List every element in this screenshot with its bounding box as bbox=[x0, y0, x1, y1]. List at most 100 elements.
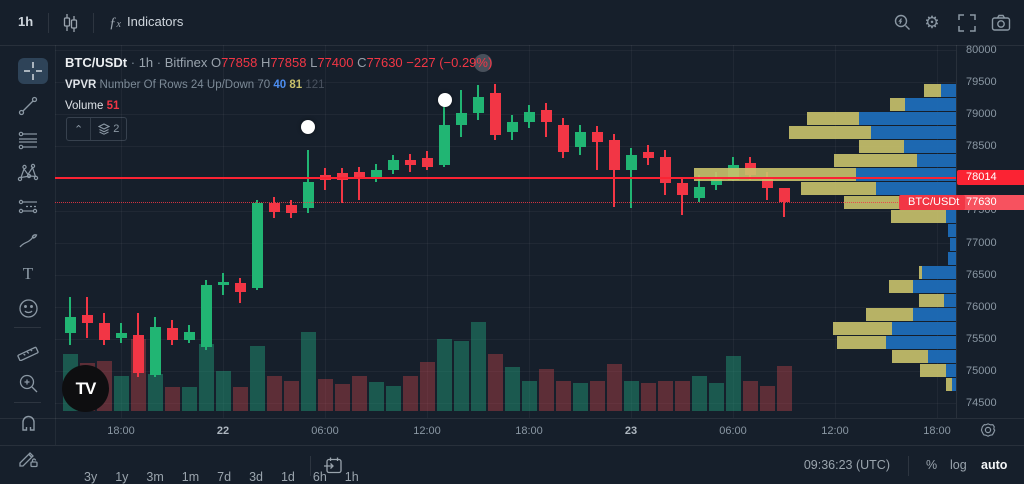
volume-bar bbox=[725, 356, 741, 411]
lock-drawings-icon[interactable] bbox=[13, 443, 43, 473]
pointer-ghost bbox=[474, 54, 492, 72]
candle-wick bbox=[613, 134, 615, 208]
volume-bar bbox=[521, 381, 537, 411]
percent-scale-button[interactable]: % bbox=[926, 458, 938, 472]
volume-bar bbox=[283, 381, 299, 411]
vpvr-down-bar bbox=[694, 168, 856, 181]
range-button-3d[interactable]: 3d bbox=[249, 470, 263, 484]
emoji-tool-icon[interactable] bbox=[13, 293, 43, 323]
volume-bar bbox=[334, 384, 350, 411]
v-gridline bbox=[631, 45, 632, 418]
vpvr-value-total: 121 bbox=[305, 79, 325, 91]
trend-line-tool-icon[interactable] bbox=[13, 91, 43, 121]
vpvr-down-bar bbox=[892, 350, 928, 363]
clock-utc[interactable]: 09:36:23 (UTC) bbox=[803, 458, 890, 472]
candle-body bbox=[455, 112, 467, 126]
candle-body bbox=[591, 132, 603, 142]
time-tick-label: 23 bbox=[624, 425, 638, 437]
volume-bar bbox=[232, 387, 248, 411]
last-price-tag[interactable]: 77630 bbox=[957, 194, 1024, 210]
range-button-6h[interactable]: 6h bbox=[312, 470, 327, 484]
vpvr-up-bar bbox=[944, 294, 956, 307]
legend-interval: 1h bbox=[138, 55, 154, 70]
symbol-legend[interactable]: BTC/USDt · 1h · Bitfinex O77858 H77858 L… bbox=[65, 55, 492, 70]
candle-body bbox=[200, 284, 212, 348]
vpvr-name: VPVR bbox=[65, 79, 97, 91]
v-gridline bbox=[427, 45, 428, 418]
crosshair-tool-button[interactable] bbox=[18, 58, 48, 84]
volume-bar bbox=[623, 381, 639, 411]
vpvr-down-bar bbox=[924, 84, 941, 97]
h-gridline bbox=[55, 82, 956, 84]
log-scale-button[interactable]: log bbox=[950, 458, 967, 472]
vpvr-legend-row[interactable]: VPVR Number Of Rows 24 Up/Down 70 40 81 … bbox=[65, 79, 325, 91]
range-button-1d[interactable]: 1d bbox=[280, 470, 295, 484]
settings-gear-icon[interactable]: ⚙ bbox=[924, 13, 940, 33]
fib-retracement-tool-icon[interactable] bbox=[13, 125, 43, 155]
time-tick-label: 18:00 bbox=[515, 425, 543, 437]
vpvr-down-bar bbox=[919, 266, 922, 279]
go-to-date-icon[interactable] bbox=[323, 456, 343, 476]
magnet-tool-icon[interactable] bbox=[13, 410, 43, 440]
volume-bar bbox=[657, 381, 673, 411]
h-gridline bbox=[55, 274, 956, 276]
volume-bar bbox=[487, 354, 503, 411]
interval-button[interactable]: 1h bbox=[18, 14, 34, 29]
time-tick-label: 22 bbox=[216, 425, 230, 437]
range-button-3y[interactable]: 3y bbox=[84, 470, 98, 484]
vpvr-up-bar bbox=[904, 140, 956, 153]
measure-ruler-icon[interactable] bbox=[13, 335, 43, 365]
time-axis[interactable]: 18:00 22 06:00 12:00 18:00 23 06:00 12:00 18:00 bbox=[0, 418, 1024, 446]
volume-bar bbox=[198, 344, 214, 411]
candle-body bbox=[183, 331, 195, 341]
candle-body bbox=[64, 317, 76, 333]
indicators-button[interactable]: Indicators bbox=[127, 14, 184, 29]
fx-icon: ƒx bbox=[109, 14, 121, 31]
range-button-1y[interactable]: 1y bbox=[115, 470, 129, 484]
symbol-price-tag[interactable]: BTC/USDt bbox=[899, 194, 965, 210]
price-alert-line[interactable] bbox=[55, 176, 956, 179]
range-button-1h[interactable]: 1h bbox=[344, 470, 359, 484]
candle-wick bbox=[341, 168, 343, 203]
volume-bar bbox=[385, 386, 401, 411]
price-tick-label: 79000 bbox=[966, 108, 997, 121]
xabcd-pattern-tool-icon[interactable] bbox=[13, 158, 43, 188]
range-button-1m[interactable]: 1m bbox=[181, 470, 200, 484]
vpvr-up-bar bbox=[946, 210, 956, 223]
object-tree-button[interactable]: 2 bbox=[90, 118, 126, 140]
candle-body bbox=[149, 327, 161, 375]
fullscreen-icon[interactable] bbox=[952, 8, 982, 38]
candle-body bbox=[234, 283, 246, 292]
candle-body bbox=[642, 152, 654, 158]
volume-bar bbox=[555, 381, 571, 411]
vpvr-up-bar bbox=[952, 378, 956, 391]
auto-scale-button[interactable]: auto bbox=[981, 458, 1008, 472]
projection-tool-icon[interactable] bbox=[13, 192, 43, 222]
h-gridline bbox=[55, 370, 956, 372]
vpvr-up-bar bbox=[859, 112, 956, 125]
cursor-dot bbox=[301, 120, 315, 134]
price-tick-label: 74500 bbox=[966, 397, 997, 409]
text-tool-icon[interactable]: T bbox=[22, 264, 34, 283]
range-button-3m[interactable]: 3m bbox=[146, 470, 164, 484]
zoom-in-icon[interactable] bbox=[13, 368, 43, 398]
tradingview-logo[interactable]: TV bbox=[62, 365, 109, 412]
camera-icon[interactable] bbox=[986, 8, 1016, 38]
range-button-7d[interactable]: 7d bbox=[217, 470, 232, 484]
candle-body bbox=[523, 112, 535, 122]
candle-body bbox=[693, 186, 705, 199]
price-line-tag[interactable]: 78014 bbox=[957, 169, 1024, 185]
axis-settings-gear-icon[interactable] bbox=[980, 422, 997, 439]
quick-search-icon[interactable] bbox=[887, 8, 917, 38]
candle-body bbox=[268, 202, 280, 212]
ohlc-close-value: 77630 bbox=[366, 55, 403, 70]
price-axis[interactable] bbox=[956, 45, 1024, 418]
volume-legend-row[interactable]: Volume 51 bbox=[65, 100, 119, 112]
collapse-legend-button[interactable]: ⌃ bbox=[67, 118, 90, 140]
candle-body bbox=[353, 171, 365, 179]
price-tick-label: 79500 bbox=[966, 76, 997, 89]
chart-type-candles-icon[interactable] bbox=[55, 8, 85, 38]
legend-controls: ⌃ 2 bbox=[66, 117, 128, 141]
brush-tool-icon[interactable] bbox=[13, 226, 43, 256]
